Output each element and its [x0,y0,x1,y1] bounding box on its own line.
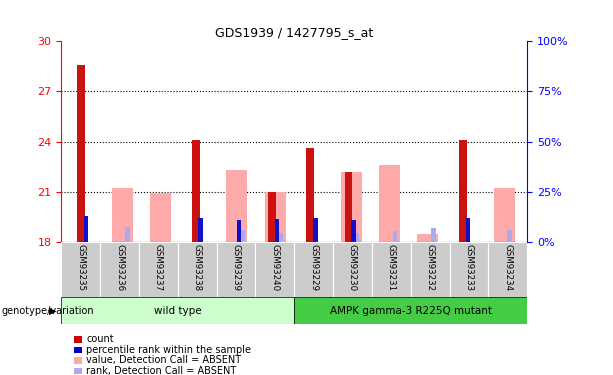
Text: GSM93233: GSM93233 [465,244,473,291]
Bar [265,192,286,242]
Text: GSM93234: GSM93234 [503,244,512,291]
Bar [268,192,276,242]
Bar [256,242,294,298]
Bar [459,140,467,242]
Text: GSM93231: GSM93231 [387,244,396,291]
Bar [351,220,356,242]
Bar [126,227,130,242]
Text: GSM93238: GSM93238 [192,244,202,291]
Bar [449,242,489,298]
Bar [199,217,203,242]
Text: count: count [86,334,114,344]
Bar [178,242,216,298]
Bar [379,165,400,242]
Text: GSM93229: GSM93229 [309,244,318,291]
Text: wild type: wild type [154,306,202,316]
Text: ▶: ▶ [49,306,56,316]
Bar [466,219,470,242]
Bar [150,194,171,242]
Bar [489,242,527,298]
Bar [354,232,359,242]
Text: value, Detection Call = ABSENT: value, Detection Call = ABSENT [86,356,242,365]
Text: GSM93232: GSM93232 [425,244,435,291]
Text: AMPK gamma-3 R225Q mutant: AMPK gamma-3 R225Q mutant [330,306,492,316]
Text: genotype/variation: genotype/variation [1,306,94,316]
Bar [226,170,248,242]
Bar [100,242,139,298]
Bar [372,242,411,298]
Bar [278,232,283,242]
Bar [139,242,178,298]
Bar [431,228,435,242]
Bar [275,219,280,242]
Bar [417,234,438,242]
Bar [508,230,512,242]
Text: rank, Detection Call = ABSENT: rank, Detection Call = ABSENT [86,366,237,375]
Bar [306,148,314,242]
Text: GSM93240: GSM93240 [270,244,280,291]
Bar [216,242,256,298]
Bar [61,297,294,324]
Bar [493,188,515,242]
Bar [237,220,241,242]
Bar [84,216,88,242]
Bar [294,242,333,298]
Text: GSM93236: GSM93236 [115,244,124,291]
Bar [333,242,372,298]
Bar [341,172,362,242]
Bar [192,140,200,242]
Text: GSM93235: GSM93235 [76,244,85,291]
Bar [345,172,352,242]
Text: GSM93230: GSM93230 [348,244,357,291]
Text: percentile rank within the sample: percentile rank within the sample [86,345,251,355]
Text: GSM93237: GSM93237 [154,244,163,291]
Bar [77,64,85,242]
Text: GSM93239: GSM93239 [232,244,240,291]
Bar [240,230,245,242]
Title: GDS1939 / 1427795_s_at: GDS1939 / 1427795_s_at [215,26,373,39]
Bar [313,217,318,242]
Bar [294,297,527,324]
Bar [112,188,133,242]
Bar [393,231,397,242]
Bar [411,242,449,298]
Bar [61,242,100,298]
